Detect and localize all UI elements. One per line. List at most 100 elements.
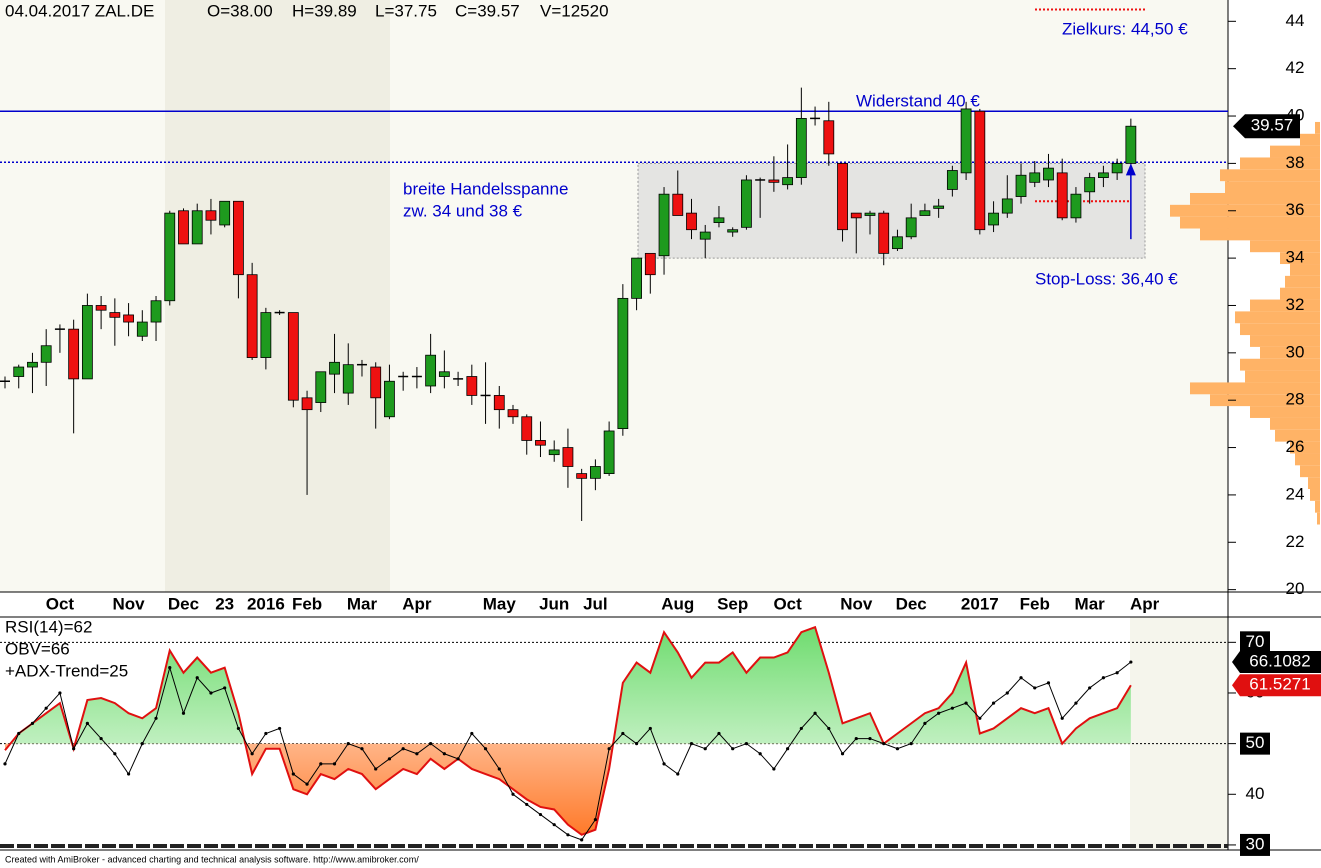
obv-dot — [278, 726, 282, 731]
y-tick-label: 24 — [1286, 484, 1305, 503]
candle-body — [974, 110, 986, 231]
candle-body — [425, 354, 437, 387]
y-tick-label: 22 — [1286, 532, 1305, 551]
obv-dot — [195, 676, 199, 680]
header-text: C=39.57 — [455, 1, 520, 20]
indicator-label: RSI(14)=62 — [5, 617, 92, 636]
y-tick-label: 36 — [1286, 200, 1305, 219]
tick-box — [1240, 631, 1270, 654]
candle-body — [68, 328, 80, 380]
x-tick-label: Oct — [773, 594, 802, 613]
volume-profile-bar — [1317, 512, 1320, 525]
candle-body — [370, 366, 382, 399]
x-tick-label: 2016 — [247, 594, 285, 613]
obv-dot — [442, 752, 446, 756]
obv-dot — [1129, 660, 1133, 664]
x-tick-label: Jul — [583, 594, 608, 613]
volume-profile-bar — [1290, 441, 1320, 454]
volume-profile-bar — [1280, 287, 1320, 300]
candle-body — [548, 449, 560, 456]
obv-dot — [840, 752, 845, 756]
volume-profile-bar — [1308, 477, 1320, 489]
y-tick-label: 30 — [1246, 834, 1265, 853]
obv-dot — [113, 752, 117, 756]
obv-dot — [937, 711, 941, 715]
obv-dot — [1101, 676, 1105, 680]
candle-body — [384, 380, 395, 418]
obv-dot — [964, 701, 968, 705]
obv-dot — [44, 706, 48, 710]
volume-profile-bar — [1260, 346, 1320, 359]
candle-body — [644, 252, 656, 276]
obv-dot — [786, 747, 790, 751]
obv-dot — [923, 721, 927, 725]
candle-body — [892, 236, 903, 250]
obv-dot — [566, 833, 570, 837]
volume-profile-bar — [1285, 275, 1320, 288]
obv-dot — [429, 742, 433, 746]
obv-dot — [882, 742, 886, 746]
obv-dot — [991, 701, 996, 705]
obv-dot — [552, 823, 556, 827]
obv-dot — [401, 747, 405, 751]
annotation: breite Handelsspanne — [403, 179, 568, 198]
obv-dot — [758, 752, 762, 756]
lower-shaded — [1130, 617, 1228, 850]
obv-dot — [1019, 676, 1023, 680]
obv-dot — [662, 762, 666, 766]
candle-body — [576, 473, 588, 479]
volume-profile-bar — [1250, 299, 1320, 312]
volume-profile-bar — [1250, 240, 1320, 253]
obv-dot — [346, 742, 350, 746]
candle-body — [686, 212, 697, 231]
x-tick-label: Oct — [46, 594, 75, 613]
obv-dot — [593, 818, 597, 822]
volume-profile-bar — [1240, 323, 1320, 336]
candle-body — [219, 200, 231, 226]
volume-profile-bar — [1245, 370, 1320, 383]
candle-body — [342, 364, 354, 394]
obv-dot — [813, 711, 817, 715]
rsi-fill-up — [5, 627, 1131, 744]
obv-dot — [360, 747, 364, 751]
candle-body — [438, 371, 450, 377]
obv-dot — [744, 742, 749, 746]
obv-dot — [415, 752, 419, 756]
candle-body — [315, 371, 327, 403]
candle-body — [1098, 172, 1109, 178]
candle-body — [782, 177, 794, 186]
obv-dot — [950, 706, 954, 710]
candle-body — [109, 312, 121, 318]
header-text: O=38.00 — [207, 1, 273, 20]
volume-profile-bar — [1270, 417, 1320, 430]
candle-body — [741, 179, 752, 228]
obv-dot — [634, 742, 639, 746]
candle-body — [795, 118, 807, 179]
candle-body — [713, 217, 725, 223]
x-tick-label: Dec — [168, 594, 199, 613]
candle-body — [823, 120, 835, 155]
candle-body — [1043, 167, 1054, 181]
tick-box — [1240, 732, 1270, 755]
candle-body — [1125, 125, 1137, 164]
candle-body — [81, 305, 93, 380]
volume-profile-bar — [1275, 429, 1320, 442]
annotation: zw. 34 und 38 € — [403, 201, 523, 220]
candle-body — [150, 300, 162, 323]
obv-dot — [99, 736, 103, 741]
arrow-head — [1125, 163, 1136, 176]
candle-body — [164, 212, 176, 302]
obv-dot — [525, 802, 529, 807]
obv-dot — [17, 731, 21, 736]
candle-body — [329, 361, 340, 375]
volume-profile-bar — [1240, 157, 1320, 170]
obv-dot — [332, 762, 337, 766]
candle-body — [864, 212, 876, 216]
candle-body — [988, 212, 999, 226]
candle-body — [768, 179, 780, 183]
shaded-region — [165, 0, 390, 592]
obv-dot — [703, 747, 707, 751]
obv-dot — [264, 731, 268, 736]
candle-body — [27, 361, 38, 368]
